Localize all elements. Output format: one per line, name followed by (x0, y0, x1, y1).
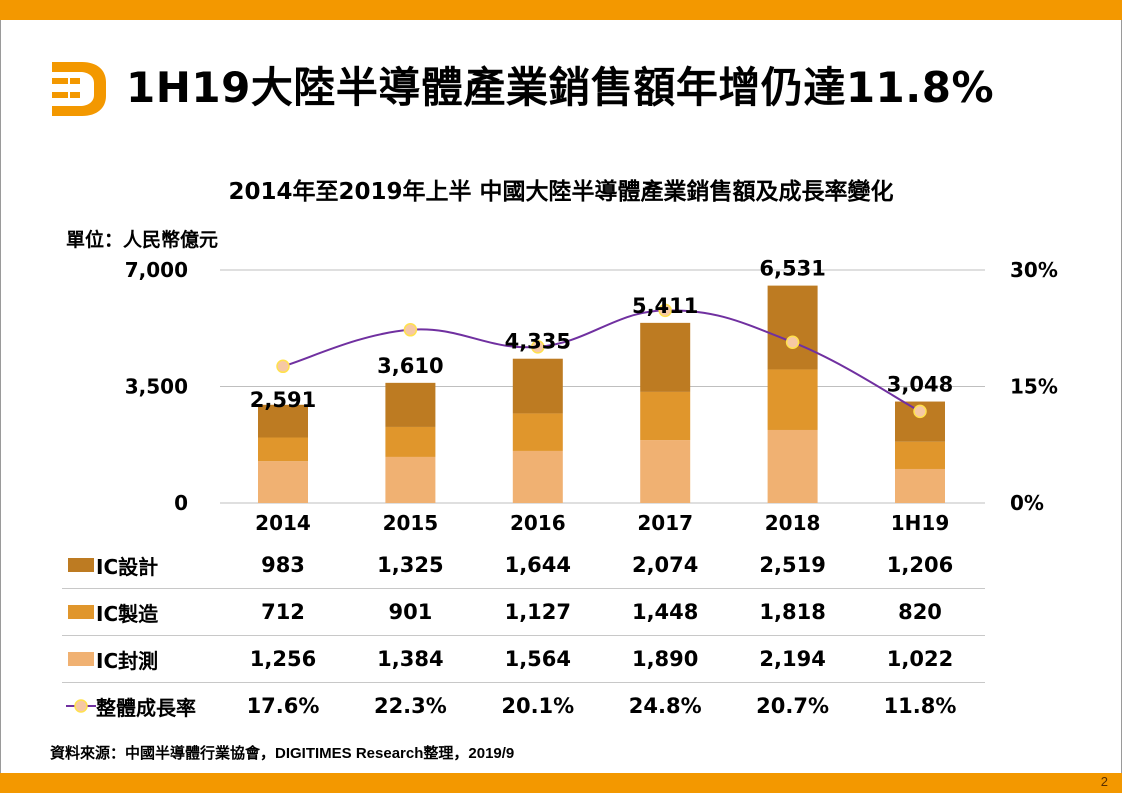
table-cell: 712 (261, 600, 305, 624)
growth-rate-marker (531, 340, 545, 354)
right-axis-tick-label: 15% (1010, 375, 1058, 399)
left-axis-tick-label: 0 (174, 491, 188, 515)
row-label-text: IC製造 (96, 601, 159, 626)
table-cell: 983 (261, 553, 305, 577)
bar-segment-ic_design (258, 404, 308, 438)
bar-segment-ic_packaging (895, 468, 945, 503)
table-row: IC封測 1,256 1,384 1,564 1,890 2,194 1,022 (62, 636, 985, 683)
table-cell: 1,448 (631, 600, 699, 624)
bar-segment-ic_packaging (767, 429, 818, 503)
bar-segment-ic_design (640, 322, 691, 392)
total-data-label: 6,531 (759, 257, 825, 281)
total-data-label: 4,335 (505, 330, 571, 354)
legend-swatch-icon (68, 558, 94, 572)
growth-rate-marker (276, 359, 290, 374)
total-data-label: 5,411 (632, 294, 698, 318)
x-axis-tick-label: 2014 (255, 511, 311, 535)
legend-swatch-icon (68, 652, 94, 666)
table-cell: 1,644 (504, 553, 572, 577)
bar-segment-ic_packaging (640, 440, 691, 503)
row-label: IC封測 (62, 645, 250, 674)
bar-segment-ic_packaging (258, 461, 308, 503)
table-cell: 1,564 (504, 647, 572, 671)
bar-segment-ic_manufacturing (512, 413, 563, 451)
bar-segment-ic_manufacturing (767, 369, 818, 430)
digitimes-d-logo-icon (52, 62, 106, 116)
legend-swatch-icon (68, 605, 94, 619)
chart-title: 2014年至2019年上半 中國大陸半導體產業銷售額及成長率變化 (228, 179, 894, 205)
table-cell: 1,325 (377, 553, 444, 577)
table-cell: 1,890 (631, 647, 699, 671)
left-axis-tick-label: 3,500 (125, 375, 188, 399)
growth-rate-line (282, 309, 921, 413)
table-cell: 1,022 (886, 647, 954, 671)
growth-rate-marker (913, 404, 927, 419)
x-axis-tick-label: 2016 (510, 511, 566, 535)
bar-segment-ic_packaging (512, 450, 563, 503)
growth-rate-marker (403, 323, 418, 337)
table-cell: 2,074 (631, 553, 699, 577)
bar-segment-ic_design (385, 382, 436, 427)
unit-label: 單位：人民幣億元 (66, 229, 219, 251)
bar-segment-ic_manufacturing (385, 426, 436, 457)
table-cell: 1,206 (886, 553, 954, 577)
row-label-text: IC封測 (96, 648, 159, 673)
x-axis-tick-label: 2018 (765, 511, 821, 535)
row-label: 整體成長率 (62, 692, 250, 721)
bar-segment-ic_manufacturing (895, 441, 945, 469)
total-data-label: 3,048 (887, 373, 953, 397)
table-cell: 22.3% (373, 694, 447, 718)
source-note: 資料來源：中國半導體行業協會，DIGITIMES Research整理，2019… (50, 745, 515, 762)
bar-segment-ic_design (767, 285, 818, 370)
bar-segment-ic_manufacturing (640, 391, 691, 441)
row-label: IC設計 (62, 551, 250, 580)
table-cell: 17.6% (246, 694, 320, 718)
x-axis-tick-label: 2015 (383, 511, 439, 535)
table-cell: 11.8% (883, 694, 957, 718)
data-table: IC設計 983 1,325 1,644 2,074 2,519 1,206 IC製造 712 9… (62, 542, 985, 729)
x-axis-tick-label: 2017 (637, 511, 693, 535)
table-cell: 2,519 (759, 553, 826, 577)
table-cell: 1,256 (249, 647, 317, 671)
table-cell: 20.1% (501, 694, 575, 718)
growth-rate-marker (658, 303, 672, 318)
table-cell: 901 (388, 600, 433, 624)
bottom-accent-bar (0, 773, 1122, 793)
table-cell: 1,818 (759, 600, 826, 624)
row-label: IC製造 (62, 598, 250, 627)
x-axis-tick-label: 1H19 (891, 511, 950, 535)
total-data-label: 3,610 (377, 354, 443, 378)
bar-segment-ic_packaging (385, 456, 436, 503)
table-row: 整體成長率 17.6% 22.3% 20.1% 24.8% 20.7% 11.8% (62, 683, 985, 729)
table-cell: 1,127 (504, 600, 572, 624)
table-row: IC製造 712 901 1,127 1,448 1,818 820 (62, 589, 985, 636)
legend-line-marker-icon (66, 699, 96, 713)
right-axis-tick-label: 30% (1010, 258, 1058, 282)
left-axis-tick-label: 7,000 (125, 258, 188, 282)
table-cell: 1,384 (377, 647, 444, 671)
top-accent-bar (0, 0, 1122, 20)
right-axis-tick-label: 0% (1010, 491, 1044, 515)
page-number: 2 (1100, 774, 1108, 789)
table-cell: 24.8% (628, 694, 702, 718)
bar-segment-ic_manufacturing (258, 437, 308, 462)
page-title: 1H19大陸半導體產業銷售額年增仍達11.8% (126, 63, 995, 112)
growth-rate-marker (785, 335, 800, 349)
table-cell: 820 (898, 600, 942, 624)
table-cell: 20.7% (756, 694, 830, 718)
table-cell: 2,194 (759, 647, 826, 671)
total-data-label: 2,591 (250, 388, 316, 412)
bar-segment-ic_design (512, 358, 563, 414)
row-label-text: 整體成長率 (96, 695, 196, 720)
row-label-text: IC設計 (96, 554, 159, 579)
table-row: IC設計 983 1,325 1,644 2,074 2,519 1,206 (62, 542, 985, 589)
